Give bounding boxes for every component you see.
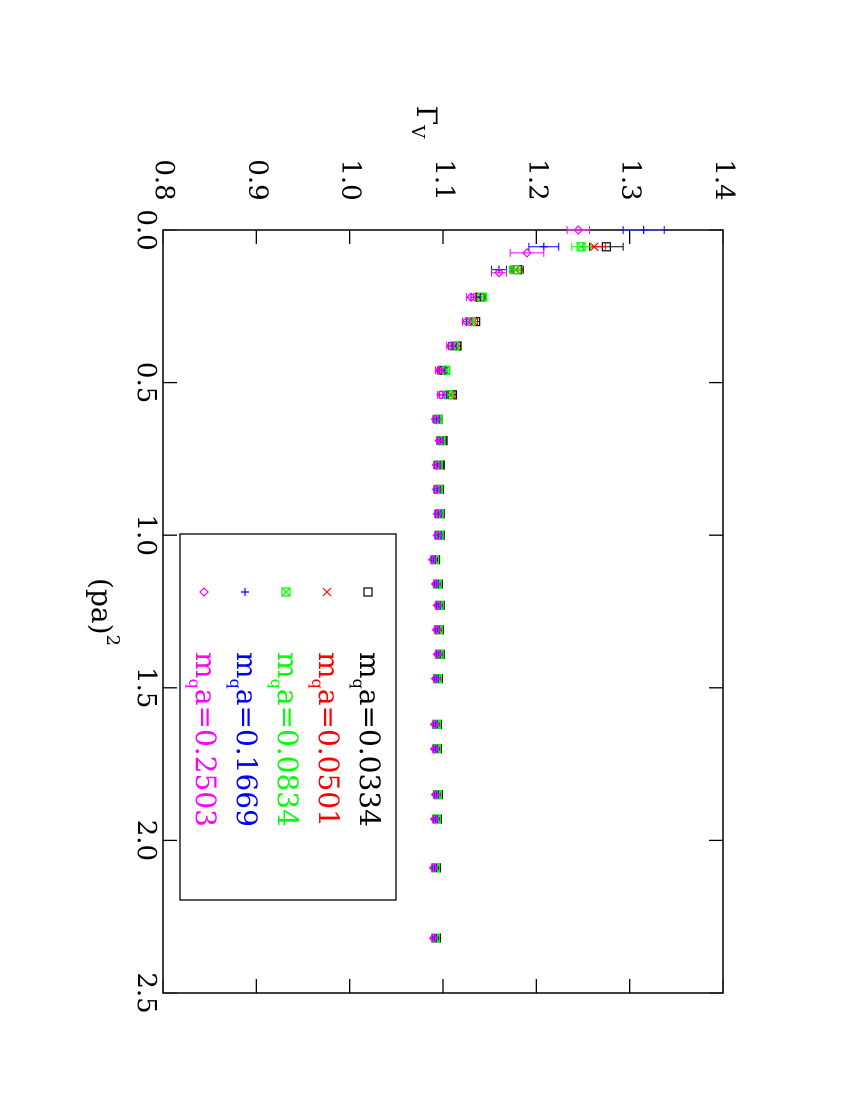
data-point	[432, 530, 443, 541]
data-point	[427, 554, 438, 565]
series-5	[427, 225, 591, 943]
legend-label-sub: q	[186, 679, 205, 689]
data-point	[639, 226, 648, 234]
data-point	[510, 265, 520, 275]
legend-label-m: m	[354, 652, 387, 679]
legend-box	[179, 533, 397, 901]
legend-label-value: a=0.2503	[190, 689, 223, 827]
legend-label-value: a=0.0501	[313, 689, 346, 827]
x-axis-title-sup: 2	[102, 635, 123, 646]
data-point	[430, 414, 441, 425]
data-point	[431, 624, 442, 635]
data-point	[241, 588, 249, 596]
data-point	[428, 933, 439, 943]
legend-marker	[281, 587, 291, 597]
data-point	[363, 587, 373, 597]
data-point	[434, 365, 445, 376]
legend-label-m: m	[190, 652, 223, 679]
data-point	[466, 292, 476, 302]
data-point	[436, 389, 446, 400]
data-point	[281, 587, 291, 597]
y-tick-label: 1.1	[429, 159, 459, 200]
data-point	[431, 484, 442, 495]
data-point	[445, 341, 456, 351]
series-1	[430, 242, 624, 943]
y-axis-title: ΓV	[407, 106, 444, 139]
y-axis-title-sub: V	[407, 124, 428, 139]
chart-layer: 0.0 0.5 1.0 1.5 2.0 2.5 0.8 0.9 1.0 1.1 1.2 1.3 1.4 (…	[86, 106, 740, 1014]
x-tick-label: 2.0	[131, 820, 161, 861]
legend-label-value: a=0.0334	[354, 689, 387, 827]
data-point	[322, 587, 332, 597]
series-4	[429, 226, 665, 943]
data-point	[430, 673, 441, 684]
data-point	[576, 242, 586, 252]
y-tick-label: 0.9	[242, 159, 272, 200]
legend-label: mqa=0.0334	[350, 652, 387, 827]
data-point	[432, 649, 443, 660]
data-point	[429, 814, 440, 824]
legend-marker	[241, 588, 249, 596]
legend-label-sub: q	[350, 679, 369, 689]
legend: mqa=0.0334mqa=0.0501mqa=0.0834mqa=0.1669…	[179, 533, 397, 901]
x-axis-title: (pa)2	[86, 578, 124, 646]
series-2	[430, 242, 606, 943]
legend-label-m: m	[272, 652, 305, 679]
data-point	[432, 600, 443, 611]
data-point	[428, 863, 439, 873]
x-tick-label: 1.5	[131, 667, 161, 708]
data-point	[430, 789, 441, 800]
legend-marker	[322, 587, 332, 597]
x-tick-label: 0.5	[131, 362, 161, 403]
legend-label: mqa=0.0501	[309, 652, 346, 827]
data-point	[494, 267, 504, 278]
legend-label-sub: q	[309, 679, 328, 689]
data-point	[477, 292, 487, 302]
legend-marker	[199, 587, 209, 597]
data-point	[461, 316, 472, 327]
data-point	[432, 508, 443, 519]
data-point	[430, 579, 441, 589]
y-tick-label: 1.3	[616, 159, 646, 200]
data-point	[522, 248, 532, 258]
legend-label-value: a=0.1669	[231, 689, 264, 827]
legend-label-sub: q	[227, 679, 246, 689]
legend-label-m: m	[231, 652, 264, 679]
y-tick-label: 1.0	[336, 159, 366, 200]
legend-label: mqa=0.2503	[186, 652, 223, 827]
data-point	[429, 743, 440, 754]
legend-label-sub: q	[268, 679, 287, 689]
legend-label: mqa=0.0834	[268, 652, 305, 827]
data-point	[434, 435, 445, 446]
x-tick-label: 0.0	[131, 209, 161, 250]
data-point	[431, 460, 442, 470]
y-tick-label: 1.2	[522, 159, 552, 200]
legend-label: mqa=0.1669	[227, 652, 264, 827]
x-axis-title-main: (pa)	[86, 578, 119, 634]
legend-label-m: m	[313, 652, 346, 679]
legend-marker	[363, 587, 373, 597]
legend-label-value: a=0.0834	[272, 689, 305, 827]
y-tick-label: 0.8	[149, 159, 179, 200]
data-point	[589, 242, 599, 252]
y-axis-title-main: Γ	[411, 106, 444, 125]
data-point	[199, 587, 209, 597]
data-point	[573, 225, 584, 235]
data-point	[429, 719, 440, 730]
x-tick-label: 2.5	[131, 972, 161, 1013]
x-tick-label: 1.0	[131, 515, 161, 556]
y-tick-label: 1.4	[709, 159, 739, 200]
